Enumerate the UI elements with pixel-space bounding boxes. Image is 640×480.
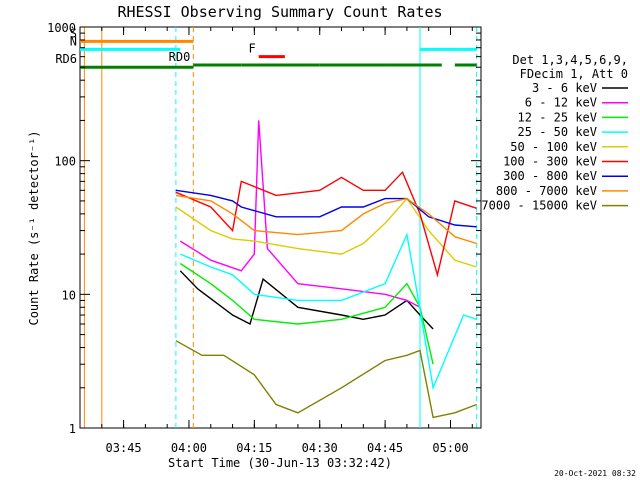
series-line-7000-15000-kev [175,340,477,419]
axes-ticks: 03:45 04:00 04:15 04:30 04:45 05:00 1 10 100 1000 [47,21,481,455]
plot-frame [79,26,482,429]
series-line-12-25-kev [179,262,434,365]
legend-label-7000-15000-kev: 7000 - 15000 keV [481,199,597,213]
y-tick-label-1: 10 [62,288,76,302]
status-label-n: N [70,34,77,48]
y-tick-label-3: 1000 [47,21,76,35]
series-line-300-800-kev [175,189,477,228]
legend-label-3-6-kev: 3 - 6 keV [532,81,597,95]
series-line-25-50-kev [180,232,477,391]
legend-label-50-100-kev: 50 - 100 keV [510,140,597,154]
legend-header-line-2: FDecim 1, Att 0 [520,67,628,81]
series-line-100-300-kev [175,170,477,278]
series-line-3-6-kev [179,270,434,330]
legend-label-300-800-kev: 300 - 800 keV [503,169,597,183]
chart-title: RHESSI Observing Summary Count Rates [117,3,442,21]
legend-label-6-12-kev: 6 - 12 keV [525,96,597,110]
legend-label-12-25-kev: 12 - 25 keV [518,110,597,124]
footer-timestamp: 20-Oct-2021 08:32 [554,469,636,478]
vertical-markers [83,27,478,428]
y-tick-label-0: 1 [69,422,76,436]
y-tick-label-2: 100 [54,155,76,169]
status-label-s: S [70,26,77,40]
legend-label-100-300-kev: 100 - 300 keV [503,155,597,169]
x-tick-label-3: 04:30 [302,441,338,455]
status-label-rd6: RD6 [55,52,77,66]
status-label-f: F [248,42,255,56]
series-lines [175,120,477,419]
y-axis-label: Count Rate (s⁻¹ detector⁻¹) [27,130,41,325]
legend-label-800-7000-kev: 800 - 7000 keV [496,184,597,198]
x-tick-label-2: 04:15 [236,441,272,455]
series-line-50-100-kev [175,197,477,268]
x-tick-label-5: 05:00 [432,441,468,455]
legend-label-25-50-kev: 25 - 50 keV [518,125,597,139]
series-line-800-7000-kev [175,194,477,245]
x-tick-label-4: 04:45 [367,441,403,455]
legend: Det 1,3,4,5,6,9, FDecim 1, Att 0 3 - 6 k… [481,53,628,213]
x-tick-label-0: 03:45 [106,441,142,455]
status-bars: SN F RD6 RD0 [55,26,477,69]
x-tick-label-1: 04:00 [171,441,207,455]
x-axis-label: Start Time (30-Jun-13 03:32:42) [168,456,392,470]
series-line-6-12-kev [179,120,421,308]
legend-header-line-1: Det 1,3,4,5,6,9, [512,53,628,67]
status-label-rd0: RD0 [169,50,191,64]
